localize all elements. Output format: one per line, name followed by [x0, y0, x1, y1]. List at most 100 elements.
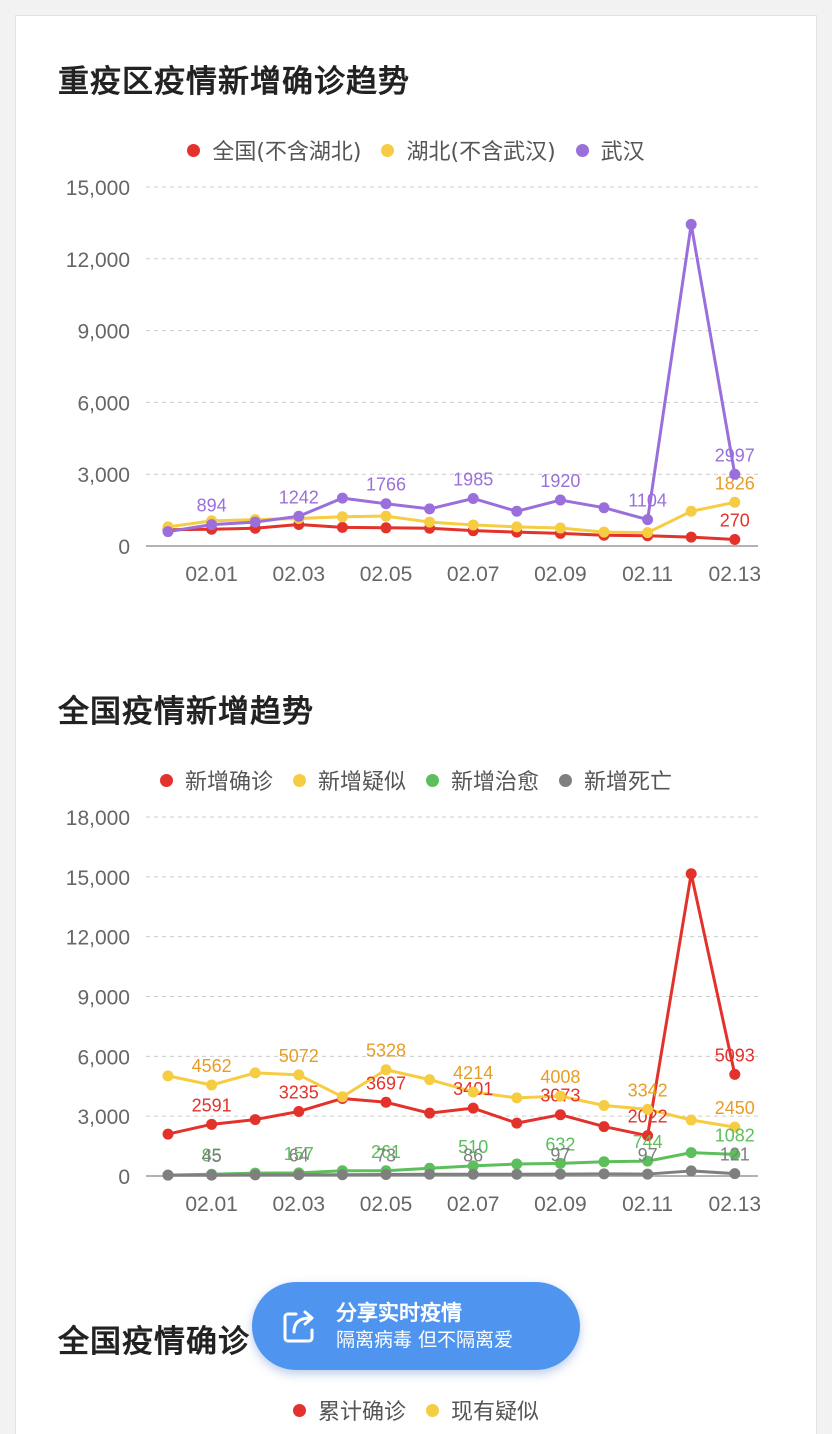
data-label: 744	[633, 1132, 663, 1152]
data-point[interactable]	[729, 1121, 741, 1133]
data-point[interactable]	[380, 1169, 392, 1181]
data-point[interactable]	[467, 492, 479, 504]
data-point[interactable]	[293, 1105, 305, 1117]
legend-item[interactable]: 累计确诊	[292, 1394, 406, 1426]
data-point[interactable]	[293, 1069, 305, 1081]
data-point[interactable]	[554, 1157, 566, 1169]
legend-label: 新增治愈	[451, 770, 540, 795]
data-point[interactable]	[249, 1067, 261, 1079]
data-point[interactable]	[293, 1169, 305, 1181]
data-point[interactable]	[249, 516, 261, 528]
data-point[interactable]	[206, 1079, 218, 1091]
data-point[interactable]	[380, 1064, 392, 1076]
data-point[interactable]	[336, 521, 348, 533]
data-label: 1985	[453, 469, 493, 489]
data-label: 261	[371, 1142, 401, 1162]
data-point[interactable]	[554, 494, 566, 506]
x-tick-label: 02.01	[185, 563, 238, 586]
data-point[interactable]	[729, 496, 741, 508]
data-point[interactable]	[424, 516, 436, 528]
data-label: 1766	[366, 475, 406, 495]
data-point[interactable]	[554, 1168, 566, 1180]
data-point[interactable]	[336, 1091, 348, 1103]
legend-item[interactable]: 湖北(不含武汉)	[381, 134, 556, 166]
data-point[interactable]	[424, 503, 436, 515]
data-label: 85	[202, 1145, 222, 1165]
data-point[interactable]	[162, 1070, 174, 1082]
data-point[interactable]	[685, 1114, 697, 1126]
data-point[interactable]	[424, 1168, 436, 1180]
data-point[interactable]	[380, 510, 392, 522]
data-point[interactable]	[642, 1103, 654, 1115]
data-point[interactable]	[467, 1160, 479, 1172]
data-point[interactable]	[729, 468, 741, 480]
data-point[interactable]	[424, 1107, 436, 1119]
data-point[interactable]	[685, 1147, 697, 1159]
legend-item[interactable]: 新增治愈	[426, 764, 539, 796]
data-point[interactable]	[206, 1118, 218, 1130]
data-point[interactable]	[598, 526, 610, 538]
data-point[interactable]	[511, 1117, 523, 1129]
data-point[interactable]	[642, 1155, 654, 1167]
data-point[interactable]	[162, 1169, 174, 1181]
data-point[interactable]	[467, 1168, 479, 1180]
data-point[interactable]	[598, 1121, 610, 1133]
data-point[interactable]	[336, 492, 348, 504]
data-point[interactable]	[380, 1096, 392, 1108]
data-point[interactable]	[511, 1168, 523, 1180]
data-point[interactable]	[685, 531, 697, 543]
legend-item[interactable]: 新增死亡	[559, 764, 672, 796]
data-point[interactable]	[642, 1130, 654, 1142]
data-point[interactable]	[162, 1128, 174, 1140]
x-tick-label: 02.11	[622, 563, 673, 586]
legend-item[interactable]: 新增确诊	[159, 764, 273, 796]
data-point[interactable]	[424, 1074, 436, 1086]
data-point[interactable]	[511, 1158, 523, 1170]
legend-dot-icon	[187, 143, 201, 157]
data-point[interactable]	[336, 511, 348, 523]
data-label: 5093	[715, 1045, 755, 1065]
data-point[interactable]	[206, 1169, 218, 1181]
data-point[interactable]	[729, 1148, 741, 1160]
data-point[interactable]	[554, 1090, 566, 1102]
y-tick-label: 15,000	[66, 867, 130, 890]
legend-item[interactable]: 现有疑似	[426, 1394, 539, 1426]
data-point[interactable]	[642, 514, 654, 526]
data-point[interactable]	[729, 534, 741, 546]
data-point[interactable]	[685, 218, 697, 230]
data-point[interactable]	[642, 1168, 654, 1180]
legend-item[interactable]: 全国(不含湖北)	[187, 134, 361, 166]
legend-dot-icon	[292, 773, 306, 787]
data-point[interactable]	[206, 519, 218, 531]
data-point[interactable]	[685, 505, 697, 517]
data-point[interactable]	[380, 522, 392, 534]
series-line	[167, 522, 735, 542]
data-point[interactable]	[642, 527, 654, 539]
data-point[interactable]	[467, 1086, 479, 1098]
legend-item[interactable]: 武汉	[575, 134, 645, 166]
data-point[interactable]	[729, 1168, 741, 1180]
data-point[interactable]	[729, 1068, 741, 1080]
data-point[interactable]	[554, 522, 566, 534]
data-point[interactable]	[249, 1169, 261, 1181]
data-point[interactable]	[554, 1109, 566, 1121]
data-point[interactable]	[685, 868, 697, 880]
data-point[interactable]	[685, 1165, 697, 1177]
data-point[interactable]	[511, 505, 523, 517]
data-point[interactable]	[511, 1092, 523, 1104]
data-point[interactable]	[511, 521, 523, 533]
legend-item[interactable]: 新增疑似	[292, 764, 406, 796]
data-point[interactable]	[162, 526, 174, 538]
data-point[interactable]	[249, 1114, 261, 1126]
data-point[interactable]	[467, 1102, 479, 1114]
data-point[interactable]	[598, 502, 610, 514]
share-live-button[interactable]: 分享实时疫情 隔离病毒 但不隔离爱	[252, 1282, 580, 1370]
data-point[interactable]	[293, 510, 305, 522]
data-point[interactable]	[380, 498, 392, 510]
data-point[interactable]	[336, 1169, 348, 1181]
data-point[interactable]	[467, 519, 479, 531]
data-point[interactable]	[598, 1156, 610, 1168]
data-label: 2450	[715, 1098, 755, 1118]
data-point[interactable]	[598, 1099, 610, 1111]
data-point[interactable]	[598, 1168, 610, 1180]
